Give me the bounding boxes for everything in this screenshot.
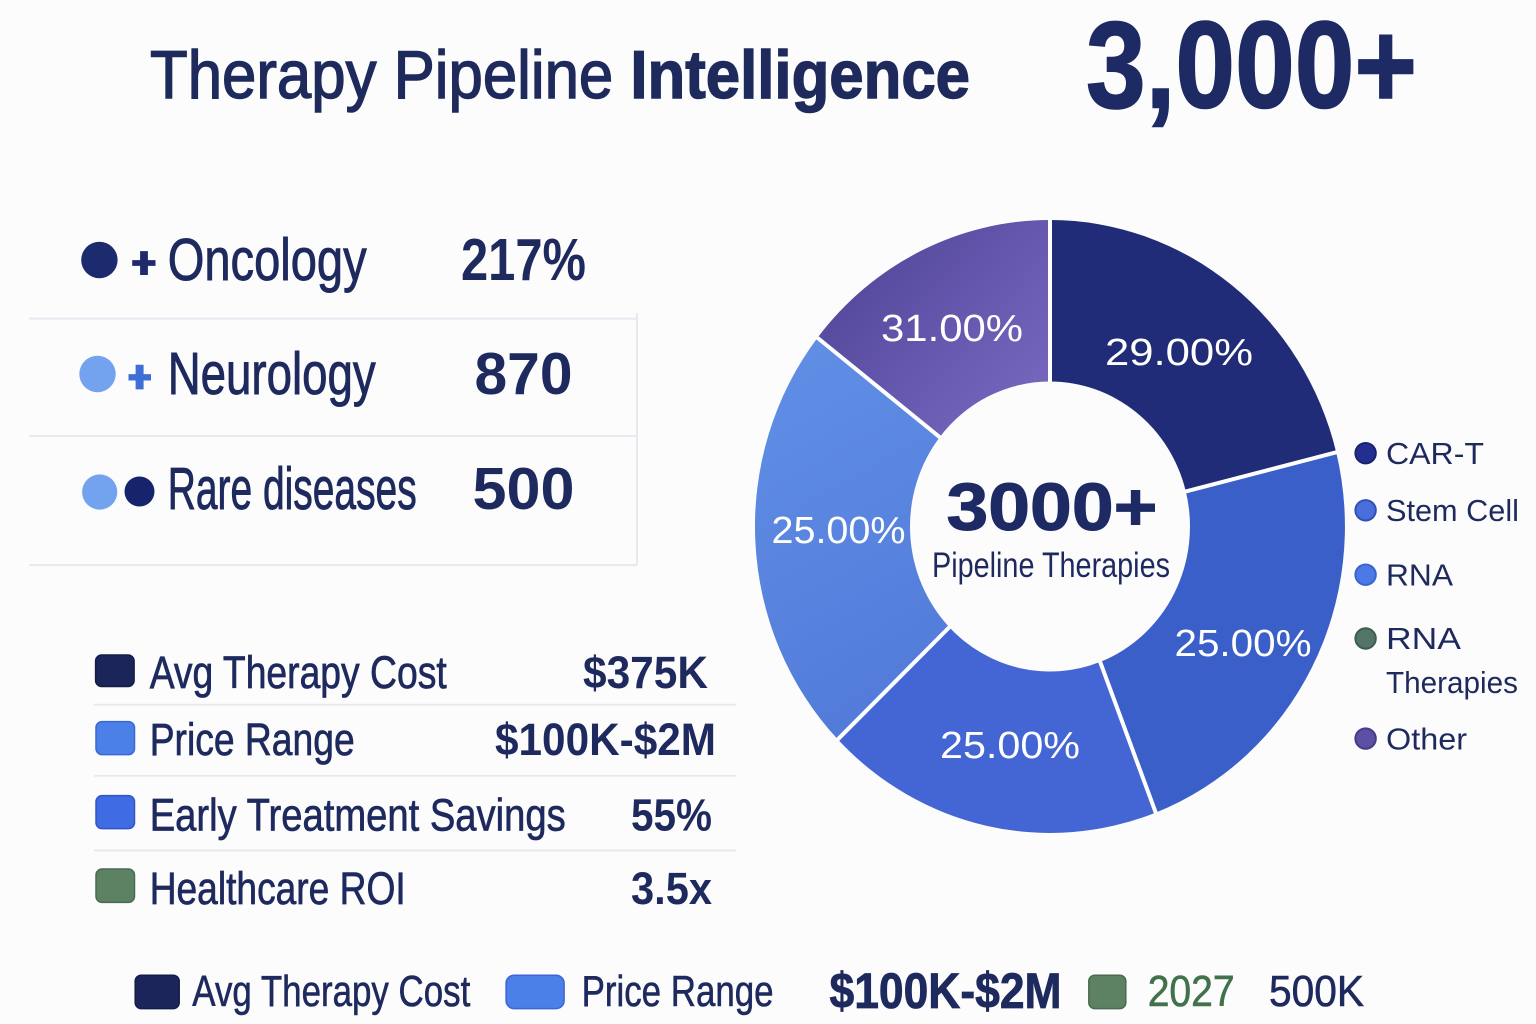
svg-text:Healthcare ROI: Healthcare ROI bbox=[150, 863, 406, 914]
svg-text:Oncology: Oncology bbox=[168, 227, 367, 293]
svg-text:25.00%: 25.00% bbox=[940, 725, 1080, 767]
svg-text:2027: 2027 bbox=[1148, 967, 1235, 1016]
svg-text:Avg Therapy Cost: Avg Therapy Cost bbox=[150, 647, 447, 698]
svg-text:Stem Cell: Stem Cell bbox=[1386, 493, 1519, 528]
svg-text:Avg Therapy Cost: Avg Therapy Cost bbox=[192, 967, 470, 1016]
svg-text:3,000+: 3,000+ bbox=[1086, 0, 1417, 135]
svg-text:RNA: RNA bbox=[1386, 558, 1453, 593]
svg-text:$375K: $375K bbox=[583, 647, 708, 698]
svg-text:3000+: 3000+ bbox=[947, 470, 1158, 545]
svg-text:3.5x: 3.5x bbox=[631, 863, 712, 914]
svg-text:Price Range: Price Range bbox=[582, 967, 774, 1016]
svg-text:500K: 500K bbox=[1269, 967, 1364, 1016]
svg-text:Early Treatment Savings: Early Treatment Savings bbox=[150, 790, 566, 841]
svg-text:$100K-$2M: $100K-$2M bbox=[495, 714, 716, 765]
svg-text:217%: 217% bbox=[461, 227, 586, 293]
svg-text:Therapies: Therapies bbox=[1386, 665, 1518, 700]
svg-text:CAR-T: CAR-T bbox=[1386, 436, 1484, 471]
svg-text:RNA: RNA bbox=[1386, 621, 1461, 656]
svg-text:Pipeline Therapies: Pipeline Therapies bbox=[932, 546, 1170, 585]
svg-text:Other: Other bbox=[1386, 722, 1467, 757]
svg-text:Therapy Pipeline Intelligence: Therapy Pipeline Intelligence bbox=[150, 37, 970, 113]
svg-text:500: 500 bbox=[473, 456, 575, 522]
svg-text:Neurology: Neurology bbox=[168, 341, 376, 407]
svg-text:Price Range: Price Range bbox=[150, 714, 355, 765]
svg-text:29.00%: 29.00% bbox=[1105, 332, 1253, 374]
svg-text:Rare diseases: Rare diseases bbox=[168, 456, 417, 522]
svg-text:55%: 55% bbox=[631, 790, 712, 841]
svg-text:25.00%: 25.00% bbox=[1175, 623, 1312, 665]
svg-text:31.00%: 31.00% bbox=[881, 308, 1023, 350]
svg-text:25.00%: 25.00% bbox=[772, 510, 906, 552]
svg-text:$100K-$2M: $100K-$2M bbox=[830, 963, 1062, 1019]
svg-text:870: 870 bbox=[475, 341, 573, 407]
